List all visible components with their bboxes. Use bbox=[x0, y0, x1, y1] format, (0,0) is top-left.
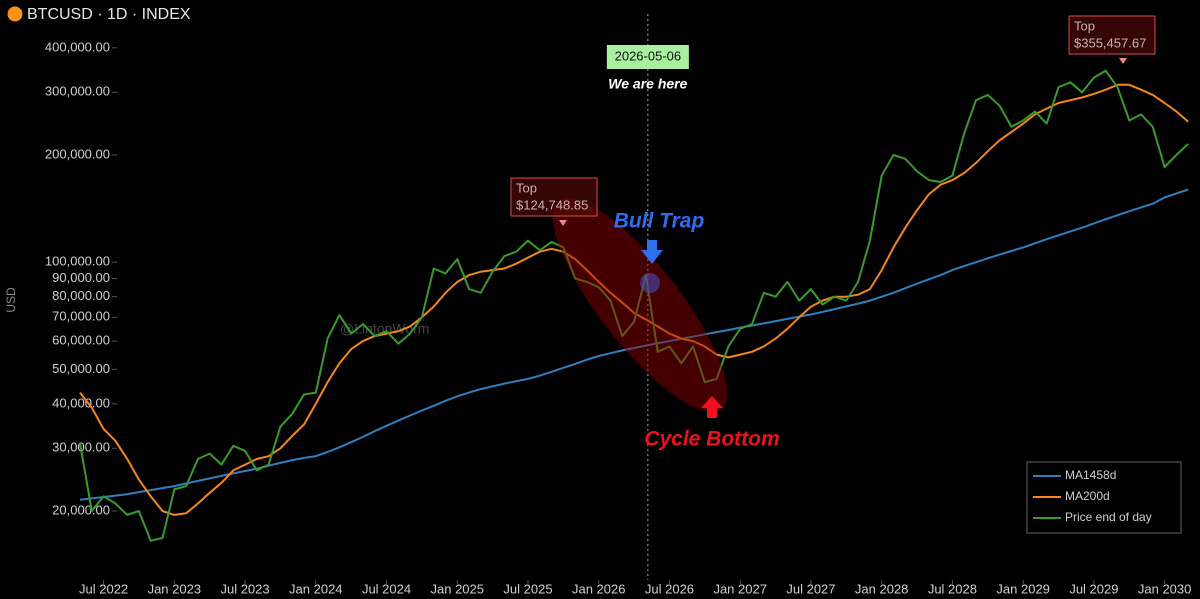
trap-marker bbox=[640, 273, 660, 293]
x-tick-label: Jul 2026 bbox=[645, 581, 694, 596]
y-tick-label: 70,000.00 bbox=[52, 309, 110, 324]
top-title: Top bbox=[1074, 18, 1095, 33]
legend-label: Price end of day bbox=[1065, 510, 1152, 524]
y-tick-label: 50,000.00 bbox=[52, 361, 110, 376]
bull-trap-arrow bbox=[641, 240, 663, 264]
x-tick-label: Jan 2026 bbox=[572, 581, 626, 596]
bull-trap-label: Bull Trap bbox=[614, 210, 705, 233]
top-price: $355,457.67 bbox=[1074, 35, 1146, 50]
top-arrow bbox=[559, 220, 567, 226]
series-line bbox=[79, 83, 1189, 516]
x-tick-label: Jan 2029 bbox=[996, 581, 1050, 596]
current-note: We are here bbox=[608, 76, 687, 92]
x-tick-label: Jul 2028 bbox=[928, 581, 977, 596]
cycle-bottom-label: Cycle Bottom bbox=[644, 428, 779, 451]
legend-label: MA200d bbox=[1065, 489, 1110, 503]
y-tick-label: 200,000.00 bbox=[45, 146, 110, 161]
x-tick-label: Jul 2027 bbox=[786, 581, 835, 596]
y-axis-label: USD bbox=[4, 287, 18, 313]
top-box bbox=[510, 177, 598, 217]
x-tick-label: Jan 2024 bbox=[289, 581, 343, 596]
annotations: 2026-05-06 We are here Bull Trap Cycle Bott… bbox=[510, 15, 1156, 451]
top-title: Top bbox=[516, 180, 537, 195]
y-tick-label: 40,000.00 bbox=[52, 395, 110, 410]
y-tick-label: 60,000.00 bbox=[52, 333, 110, 348]
x-tick-label: Jul 2023 bbox=[220, 581, 269, 596]
y-tick-label: 20,000.00 bbox=[52, 502, 110, 517]
x-tick-label: Jan 2030 bbox=[1138, 581, 1192, 596]
x-tick-label: Jul 2024 bbox=[362, 581, 411, 596]
legend-label: MA1458d bbox=[1065, 468, 1116, 482]
y-tick-label: 80,000.00 bbox=[52, 288, 110, 303]
top-price: $124,748.85 bbox=[516, 197, 588, 212]
x-tick-label: Jul 2025 bbox=[503, 581, 552, 596]
y-tick-label: 400,000.00 bbox=[45, 39, 110, 54]
x-tick-label: Jan 2028 bbox=[855, 581, 909, 596]
bitcoin-icon bbox=[7, 6, 23, 22]
top-box bbox=[1068, 15, 1156, 55]
top-arrow bbox=[1119, 58, 1127, 64]
series-line bbox=[79, 69, 1189, 542]
current-date: 2026-05-06 bbox=[615, 48, 682, 63]
x-tick-label: Jan 2025 bbox=[431, 581, 485, 596]
x-tick-label: Jan 2027 bbox=[713, 581, 767, 596]
bull-trap-zone bbox=[552, 198, 728, 412]
y-tick-label: 300,000.00 bbox=[45, 84, 110, 99]
x-tick-label: Jan 2023 bbox=[148, 581, 202, 596]
x-tick-label: Jul 2029 bbox=[1069, 581, 1118, 596]
annotation-layer bbox=[552, 198, 728, 412]
cycle-bottom-arrow bbox=[701, 396, 723, 418]
y-tick-label: 100,000.00 bbox=[45, 254, 110, 269]
x-tick-label: Jul 2022 bbox=[79, 581, 128, 596]
y-tick-label: 90,000.00 bbox=[52, 270, 110, 285]
chart-title: BTCUSD · 1D · INDEX bbox=[27, 6, 191, 23]
date-badge bbox=[606, 45, 689, 69]
